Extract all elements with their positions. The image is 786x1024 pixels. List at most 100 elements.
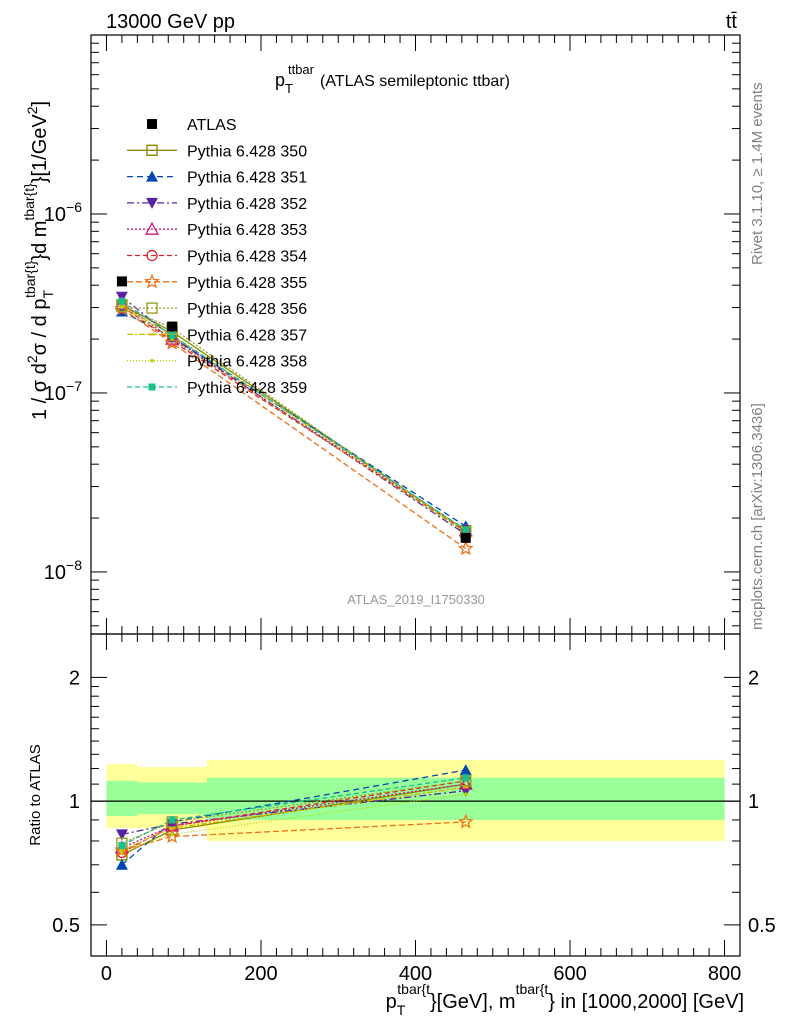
legend-item-pythia-6-428-359: Pythia 6.428 359 (127, 380, 307, 397)
x-tick-label: 0 (101, 963, 112, 985)
ratio-y-tick-label-right: 2 (748, 667, 759, 689)
legend-item-pythia-6-428-353: Pythia 6.428 353 (127, 221, 307, 239)
y-tick-label: 10−8 (44, 557, 82, 584)
ratio-line-pythia-6-428-357 (121, 786, 466, 851)
ratio-line-pythia-6-428-356 (121, 780, 466, 844)
x-axis: 0 200 400 600 800 (101, 634, 741, 985)
main-x-ticks (105, 35, 726, 634)
legend-marker (147, 119, 157, 129)
ratio-panel: 0.5 0.51 12 2 0 200 400 600 800 Ratio to ATLAS … (27, 633, 776, 1018)
legend-marker (146, 302, 158, 314)
legend-label: Pythia 6.428 356 (187, 301, 307, 318)
ratio-y-axis: 0.5 0.5 1 1 2 2 (52, 667, 776, 936)
uncertainty-band-inner (137, 782, 207, 815)
chart-title-sup: ttbar (288, 62, 315, 77)
ratio-y-axis-label: Ratio to ATLAS (27, 744, 44, 845)
legend-marker (146, 197, 158, 209)
ratio-y-tick-label-right: 1 (748, 791, 759, 813)
ratio-point-pythia-6-428-359 (118, 841, 126, 849)
legend-marker (146, 249, 158, 262)
ratio-point-pythia-6-428-358 (120, 850, 124, 855)
ratio-point-pythia-6-428-353 (458, 776, 473, 790)
legend-marker (146, 144, 158, 157)
legend-marker (150, 358, 154, 363)
main-y-axis: 10−8 10−7 10−6 (44, 34, 740, 627)
legend-label: Pythia 6.428 357 (187, 327, 307, 344)
ratio-point-pythia-6-428-355 (164, 828, 180, 844)
legend-item-atlas: ATLAS (147, 117, 237, 134)
uncertainty-band-inner (106, 780, 138, 817)
legend-item-pythia-6-428-352: Pythia 6.428 352 (127, 196, 307, 213)
chart-title-rest: (ATLAS semileptonic ttbar) (320, 73, 510, 90)
ratio-series-markers (114, 764, 474, 870)
ratio-point-pythia-6-428-352 (115, 829, 128, 841)
ratio-line-pythia-6-428-353 (121, 783, 466, 849)
uncertainty-band-inner (206, 777, 725, 820)
analysis-watermark: ATLAS_2019_I1750330 (347, 592, 485, 607)
series-line-pythia-6-428-354 (121, 305, 467, 533)
legend-marker (144, 221, 160, 235)
legend-label: ATLAS (187, 117, 237, 134)
legend-item-pythia-6-428-355: Pythia 6.428 355 (127, 273, 307, 292)
ratio-point-pythia-6-428-359 (462, 774, 470, 782)
legend: ATLAS Pythia 6.428 350 Pythia 6.428 351 Pyt… (127, 117, 307, 397)
x-tick-label: 600 (553, 963, 586, 985)
series-point-pythia-6-428-355 (164, 334, 180, 350)
ratio-y-tick-label: 0.5 (52, 915, 80, 937)
y-tick-label: 10−6 (44, 199, 82, 226)
legend-label: Pythia 6.428 354 (187, 249, 307, 266)
data-point-atlas (460, 532, 471, 543)
legend-item-pythia-6-428-354: Pythia 6.428 354 (127, 249, 307, 266)
x-tick-label: 200 (244, 963, 277, 985)
ratio-point-pythia-6-428-358 (170, 832, 174, 837)
x-tick-label: 400 (399, 963, 432, 985)
ratio-uncertainty-bands (91, 759, 740, 841)
series-point-pythia-6-428-359 (462, 526, 470, 534)
chart-title: pTttbar (ATLAS semileptonic ttbar) (275, 62, 510, 96)
legend-item-pythia-6-428-356: Pythia 6.428 356 (127, 301, 307, 318)
chart-title-main: p (275, 70, 285, 90)
series-line-pythia-6-428-356 (121, 305, 467, 534)
ratio-point-pythia-6-428-359 (168, 816, 176, 824)
series-line-pythia-6-428-357 (121, 305, 467, 532)
series-point-pythia-6-428-355 (457, 540, 474, 556)
legend-marker (146, 170, 158, 182)
legend-item-pythia-6-428-351: Pythia 6.428 351 (127, 170, 307, 187)
legend-item-pythia-6-428-357: Pythia 6.428 357 (127, 327, 307, 344)
legend-label: Pythia 6.428 350 (187, 143, 307, 160)
mcplots-label: mcplots.cern.ch [arXiv:1306.3436] (749, 403, 766, 630)
legend-label: Pythia 6.428 352 (187, 196, 307, 213)
ratio-y-tick-label: 1 (69, 791, 80, 813)
ratio-y-tick-label: 2 (69, 667, 80, 689)
header-left-label: 13000 GeV pp (106, 11, 235, 33)
ratio-line-pythia-6-428-351 (121, 769, 466, 866)
ratio-point-pythia-6-428-358 (463, 792, 468, 796)
legend-label: Pythia 6.428 351 (187, 170, 307, 187)
header-right-label: tt̄ (726, 11, 738, 33)
main-series-markers (114, 276, 474, 556)
series-point-pythia-6-428-359 (168, 331, 176, 339)
ratio-point-pythia-6-428-355 (457, 813, 474, 829)
ratio-line-pythia-6-428-355 (121, 821, 466, 851)
series-point-pythia-6-428-358 (120, 305, 124, 310)
legend-item-pythia-6-428-358: Pythia 6.428 358 (127, 354, 307, 371)
ratio-point-pythia-6-428-351 (115, 858, 128, 870)
rivet-version-label: Rivet 3.1.10, ≥ 1.4M events (749, 83, 766, 266)
legend-marker (144, 273, 160, 289)
data-point-atlas (167, 321, 178, 332)
chart-title-sub: T (285, 81, 293, 96)
legend-label: Pythia 6.428 358 (187, 354, 307, 371)
legend-label: Pythia 6.428 353 (187, 222, 307, 239)
x-tick-label: 800 (708, 963, 741, 985)
legend-item-pythia-6-428-350: Pythia 6.428 350 (127, 143, 307, 160)
legend-label: Pythia 6.428 359 (187, 380, 307, 397)
series-point-pythia-6-428-359 (118, 297, 126, 305)
legend-marker (148, 383, 156, 391)
ratio-point-pythia-6-428-351 (459, 764, 472, 776)
series-line-pythia-6-428-355 (121, 308, 467, 550)
legend-label: Pythia 6.428 355 (187, 275, 307, 292)
main-panel: 10−8 10−7 10−6 pTttbar (ATLAS semileptonic … (21, 34, 741, 635)
y-tick-label: 10−7 (44, 378, 82, 405)
x-axis-label: pTtbar{t}[GeV], mtbar{t} in [1000,2000] … (386, 981, 744, 1018)
